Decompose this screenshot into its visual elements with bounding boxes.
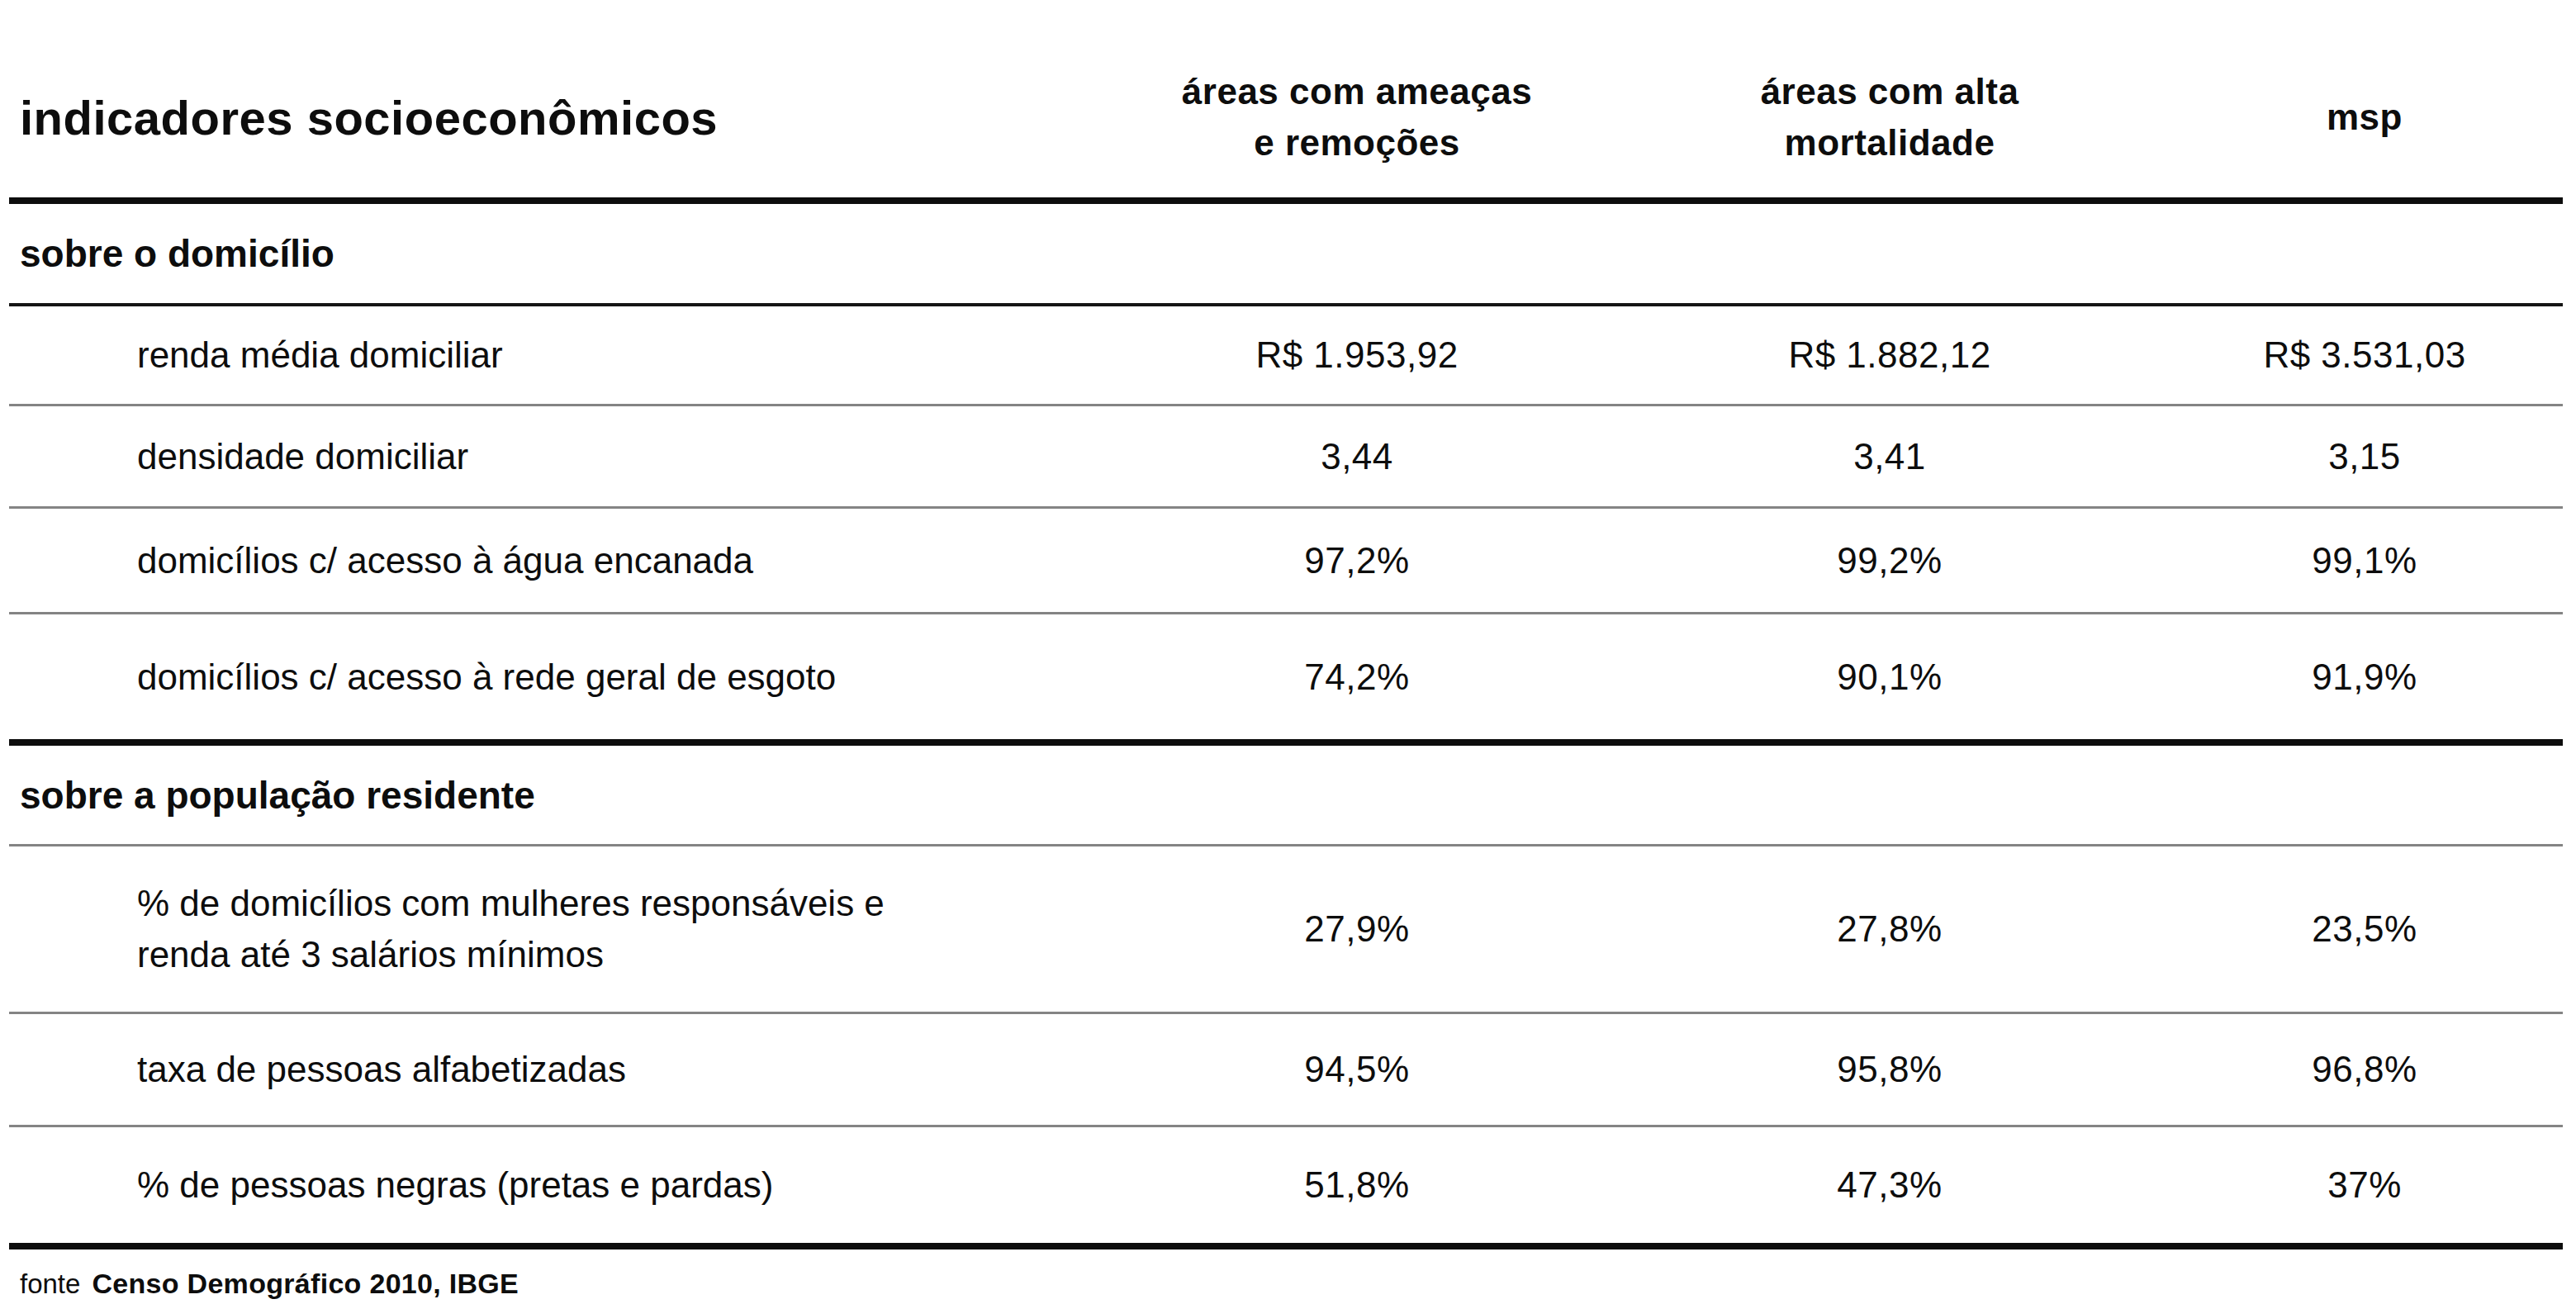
section-body-domicilio: renda média domiciliar R$ 1.953,92 R$ 1.…	[9, 306, 2563, 746]
column-header-alta-mortalidade: áreas com alta mortalidade	[1563, 66, 2216, 168]
row-value: 51,8%	[1150, 1164, 1563, 1206]
socioeconomic-indicators-table: indicadores socioeconômicos áreas com am…	[0, 0, 2576, 1304]
row-value: 99,2%	[1563, 540, 2216, 581]
row-value: 74,2%	[1150, 657, 1563, 698]
page-title: indicadores socioeconômicos	[9, 90, 1150, 145]
section-header-domicilio: sobre o domicílio	[9, 204, 2563, 306]
table-row: % de domicílios com mulheres responsávei…	[9, 846, 2563, 1014]
row-value: 97,2%	[1150, 540, 1563, 581]
column-header-msp: msp	[2216, 92, 2513, 143]
row-value: 23,5%	[2216, 908, 2513, 950]
table-header-row: indicadores socioeconômicos áreas com am…	[9, 0, 2563, 204]
table-row: densidade domiciliar 3,44 3,41 3,15	[9, 406, 2563, 509]
row-value: 90,1%	[1563, 657, 2216, 698]
row-value: 37%	[2216, 1164, 2513, 1206]
source-text: Censo Demográfico 2010, IBGE	[92, 1268, 519, 1299]
section-body-populacao: % de domicílios com mulheres responsávei…	[9, 846, 2563, 1249]
table-row: domicílios c/ acesso à rede geral de esg…	[9, 614, 2563, 739]
table-row: % de pessoas negras (pretas e pardas) 51…	[9, 1127, 2563, 1243]
row-value: 27,8%	[1563, 908, 2216, 950]
row-label-agua-encanada: domicílios c/ acesso à água encanada	[9, 535, 1083, 586]
row-label-renda-media: renda média domiciliar	[9, 330, 1083, 381]
row-value: R$ 1.953,92	[1150, 334, 1563, 376]
section-header-populacao: sobre a população residente	[9, 746, 2563, 846]
row-value: 99,1%	[2216, 540, 2513, 581]
row-value: 3,15	[2216, 436, 2513, 477]
row-value: 3,41	[1563, 436, 2216, 477]
table-row: domicílios c/ acesso à água encanada 97,…	[9, 509, 2563, 614]
row-label-densidade: densidade domiciliar	[9, 431, 1083, 482]
row-value: R$ 1.882,12	[1563, 334, 2216, 376]
table-row: taxa de pessoas alfabetizadas 94,5% 95,8…	[9, 1014, 2563, 1127]
row-value: 91,9%	[2216, 657, 2513, 698]
row-value: 94,5%	[1150, 1049, 1563, 1090]
column-header-ameacas-remocoes: áreas com ameaças e remoções	[1150, 66, 1563, 168]
row-label-rede-esgoto: domicílios c/ acesso à rede geral de esg…	[9, 652, 1083, 703]
row-value: R$ 3.531,03	[2216, 334, 2513, 376]
source-prefix-label: fonte	[20, 1268, 80, 1299]
row-value: 96,8%	[2216, 1049, 2513, 1090]
row-label-pessoas-negras: % de pessoas negras (pretas e pardas)	[9, 1159, 1083, 1211]
row-value: 27,9%	[1150, 908, 1563, 950]
row-value: 3,44	[1150, 436, 1563, 477]
row-label-mulheres-responsaveis: % de domicílios com mulheres responsávei…	[9, 878, 1083, 979]
table-row: renda média domiciliar R$ 1.953,92 R$ 1.…	[9, 306, 2563, 406]
source-note: fonte Censo Demográfico 2010, IBGE	[9, 1249, 2563, 1300]
row-label-alfabetizadas: taxa de pessoas alfabetizadas	[9, 1044, 1083, 1095]
row-value: 47,3%	[1563, 1164, 2216, 1206]
row-value: 95,8%	[1563, 1049, 2216, 1090]
